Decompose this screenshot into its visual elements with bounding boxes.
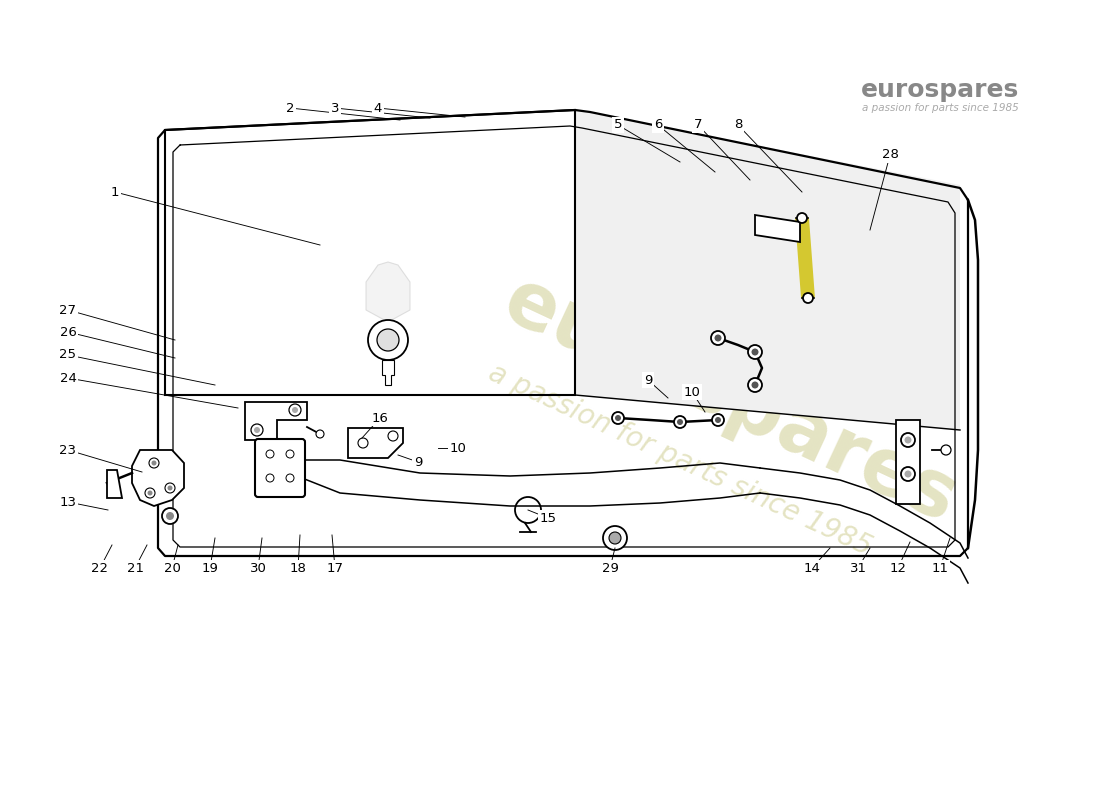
Bar bbox=[896, 420, 920, 504]
Text: 29: 29 bbox=[602, 562, 618, 574]
Text: 4: 4 bbox=[374, 102, 382, 114]
Text: 8: 8 bbox=[734, 118, 742, 131]
Circle shape bbox=[266, 474, 274, 482]
Text: 31: 31 bbox=[849, 562, 867, 574]
Text: a passion for parts since 1985: a passion for parts since 1985 bbox=[484, 358, 876, 562]
Text: 26: 26 bbox=[59, 326, 76, 338]
Text: 28: 28 bbox=[881, 149, 899, 162]
Circle shape bbox=[901, 433, 915, 447]
Circle shape bbox=[711, 331, 725, 345]
Text: eurospares: eurospares bbox=[492, 262, 969, 538]
Polygon shape bbox=[107, 470, 122, 498]
Text: 12: 12 bbox=[890, 562, 906, 574]
Text: 10: 10 bbox=[450, 442, 466, 454]
Text: 20: 20 bbox=[164, 562, 180, 574]
Circle shape bbox=[748, 345, 762, 359]
Text: 3: 3 bbox=[331, 102, 339, 114]
Text: 11: 11 bbox=[932, 562, 948, 574]
Text: 25: 25 bbox=[59, 349, 77, 362]
Circle shape bbox=[167, 486, 173, 490]
Text: 2: 2 bbox=[286, 102, 295, 114]
Text: eurospares: eurospares bbox=[861, 78, 1019, 102]
Text: 9: 9 bbox=[414, 455, 422, 469]
Circle shape bbox=[377, 329, 399, 351]
Circle shape bbox=[748, 378, 762, 392]
Circle shape bbox=[286, 450, 294, 458]
Text: 13: 13 bbox=[59, 495, 77, 509]
Circle shape bbox=[286, 474, 294, 482]
FancyBboxPatch shape bbox=[255, 439, 305, 497]
Polygon shape bbox=[348, 428, 403, 458]
Text: 19: 19 bbox=[201, 562, 219, 574]
Circle shape bbox=[358, 438, 368, 448]
Text: 17: 17 bbox=[327, 562, 343, 574]
Circle shape bbox=[166, 512, 174, 520]
Text: 9: 9 bbox=[644, 374, 652, 386]
Polygon shape bbox=[245, 402, 307, 440]
Text: 15: 15 bbox=[539, 511, 557, 525]
Circle shape bbox=[609, 532, 622, 544]
Text: 6: 6 bbox=[653, 118, 662, 131]
Circle shape bbox=[165, 483, 175, 493]
Text: 14: 14 bbox=[804, 562, 821, 574]
Circle shape bbox=[940, 445, 952, 455]
Text: 10: 10 bbox=[683, 386, 701, 398]
Circle shape bbox=[612, 412, 624, 424]
Polygon shape bbox=[132, 450, 184, 506]
Circle shape bbox=[751, 382, 759, 389]
Circle shape bbox=[162, 508, 178, 524]
Circle shape bbox=[148, 458, 159, 468]
Polygon shape bbox=[575, 110, 960, 430]
Circle shape bbox=[676, 419, 683, 425]
Circle shape bbox=[147, 490, 153, 495]
Text: a passion for parts since 1985: a passion for parts since 1985 bbox=[861, 103, 1019, 113]
Text: 30: 30 bbox=[250, 562, 266, 574]
Text: 22: 22 bbox=[91, 562, 109, 574]
Circle shape bbox=[712, 414, 724, 426]
Polygon shape bbox=[382, 360, 394, 385]
Text: 23: 23 bbox=[59, 443, 77, 457]
Circle shape bbox=[904, 437, 912, 443]
Circle shape bbox=[615, 415, 622, 421]
Circle shape bbox=[904, 470, 912, 478]
Circle shape bbox=[368, 320, 408, 360]
Text: 21: 21 bbox=[126, 562, 143, 574]
Circle shape bbox=[292, 407, 298, 413]
Polygon shape bbox=[755, 215, 800, 242]
Circle shape bbox=[388, 431, 398, 441]
Circle shape bbox=[316, 430, 324, 438]
Circle shape bbox=[674, 416, 686, 428]
Circle shape bbox=[152, 461, 156, 466]
Text: 24: 24 bbox=[59, 371, 76, 385]
Circle shape bbox=[901, 467, 915, 481]
Circle shape bbox=[715, 417, 720, 423]
Polygon shape bbox=[366, 262, 410, 322]
Text: 27: 27 bbox=[59, 303, 77, 317]
Circle shape bbox=[254, 427, 260, 433]
Circle shape bbox=[266, 450, 274, 458]
Text: 18: 18 bbox=[289, 562, 307, 574]
Circle shape bbox=[289, 404, 301, 416]
Text: 5: 5 bbox=[614, 118, 623, 131]
Circle shape bbox=[751, 349, 759, 355]
Text: 7: 7 bbox=[694, 118, 702, 131]
Text: 1: 1 bbox=[111, 186, 119, 198]
Circle shape bbox=[145, 488, 155, 498]
Circle shape bbox=[251, 424, 263, 436]
Circle shape bbox=[803, 293, 813, 303]
Circle shape bbox=[715, 334, 722, 342]
Text: 16: 16 bbox=[372, 411, 388, 425]
Circle shape bbox=[798, 213, 807, 223]
Circle shape bbox=[603, 526, 627, 550]
